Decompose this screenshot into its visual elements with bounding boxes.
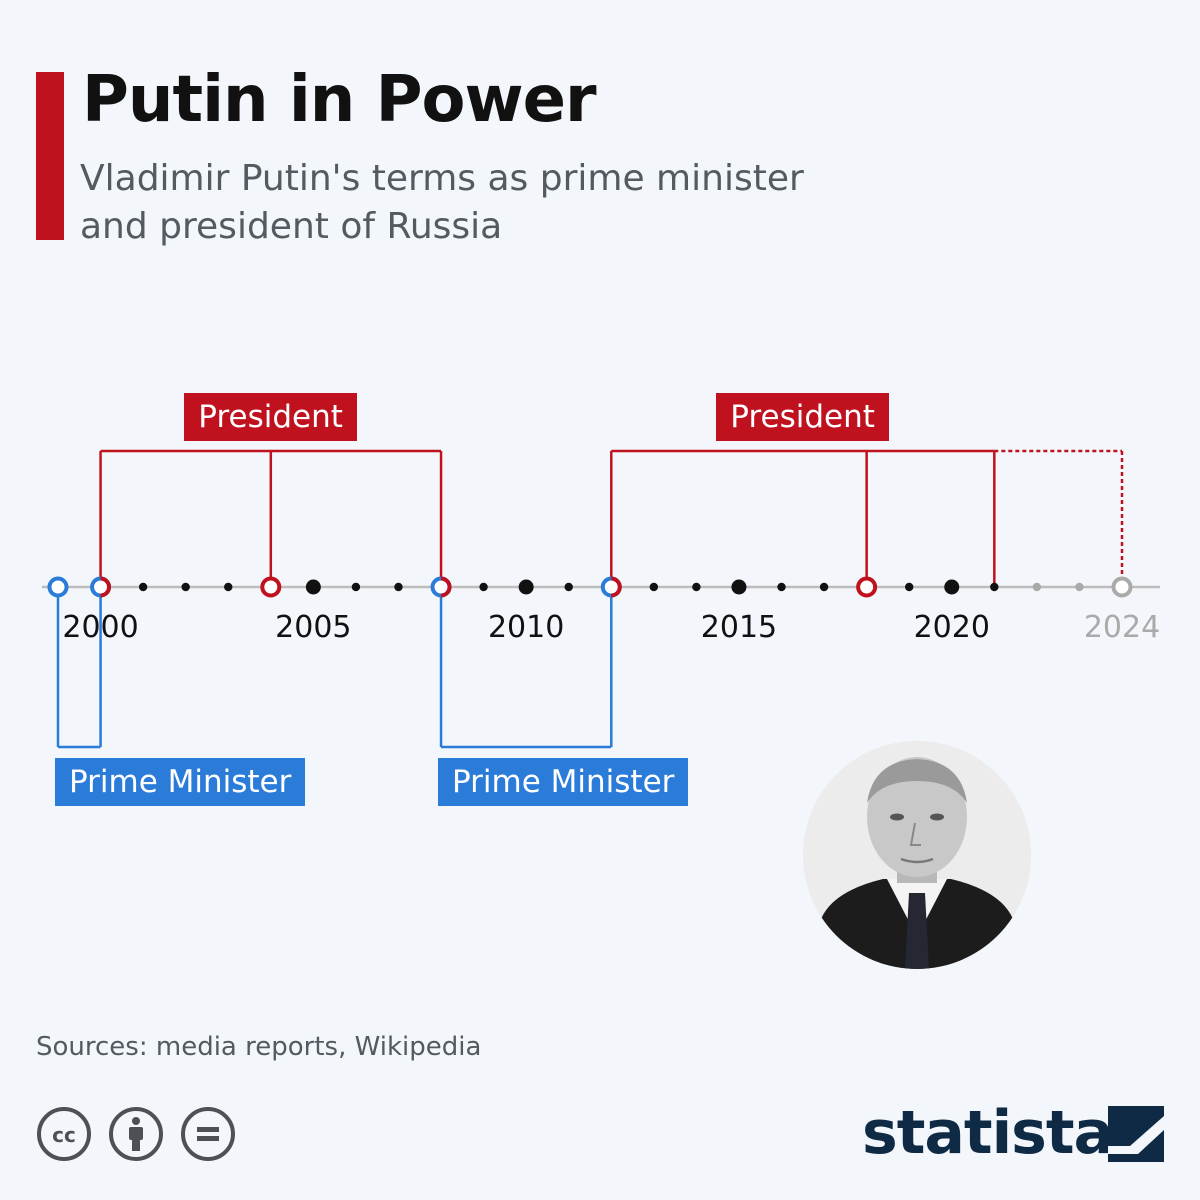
term-0-president-label: President [184, 393, 357, 441]
term-3-pm-label: Prime Minister [438, 758, 689, 806]
year-dot-2007 [394, 582, 403, 592]
tick-label-2020: 2020 [914, 610, 990, 645]
term-1-president-label: President [716, 393, 889, 441]
tick-label-2010: 2010 [488, 610, 564, 645]
no-derivatives-icon [181, 1107, 235, 1161]
year-dot-2020 [944, 579, 960, 595]
tick-label-2015: 2015 [701, 610, 777, 645]
year-dot-2016 [777, 582, 786, 592]
year-dot-2001 [138, 582, 148, 592]
year-dot-2005 [305, 579, 321, 595]
event-marker-2000-half [100, 576, 111, 598]
event-marker-2012-half [611, 576, 622, 598]
tick-label-2000: 2000 [62, 610, 138, 645]
accent-bar [36, 72, 64, 240]
year-dot-2011 [564, 582, 573, 592]
year-dot-2017 [819, 582, 829, 592]
sources-note: Sources: media reports, Wikipedia [36, 1032, 482, 1062]
year-dot-2015 [731, 579, 747, 595]
year-dot-2006 [351, 582, 361, 592]
tick-label-2024: 2024 [1084, 610, 1160, 645]
year-dot-2023 [1075, 582, 1084, 592]
attribution-icon [109, 1107, 163, 1161]
year-dot-2014 [692, 582, 701, 592]
year-dot-2021 [990, 582, 999, 592]
year-dot-2003 [224, 582, 233, 592]
year-dot-2010 [518, 579, 534, 595]
cc-icon: cc [37, 1107, 91, 1161]
event-marker-2018 [856, 576, 878, 598]
year-dot-2002 [181, 582, 190, 592]
event-marker-1999 [47, 576, 69, 598]
tick-label-2005: 2005 [275, 610, 351, 645]
year-dot-2022 [1032, 582, 1042, 592]
statista-logo: statista [862, 1098, 1164, 1168]
brand-name: statista [862, 1098, 1114, 1168]
portrait-photo [803, 741, 1031, 969]
term-2-pm-label: Prime Minister [55, 758, 306, 806]
chart-title: Putin in Power [82, 63, 597, 137]
event-marker-2004 [260, 576, 282, 598]
year-dot-2019 [905, 582, 914, 592]
chart-subtitle: Vladimir Putin's terms as prime minister… [80, 158, 804, 247]
event-marker-2008-half [440, 576, 452, 598]
event-marker-2024 [1111, 576, 1133, 598]
year-dot-2009 [479, 582, 488, 592]
svg-text:cc: cc [52, 1123, 76, 1147]
statista-mark-icon [1108, 1106, 1164, 1162]
year-dot-2013 [649, 582, 659, 592]
timeline-chart: 2000 2005 2010 2015 2020 2024 [42, 449, 1160, 749]
